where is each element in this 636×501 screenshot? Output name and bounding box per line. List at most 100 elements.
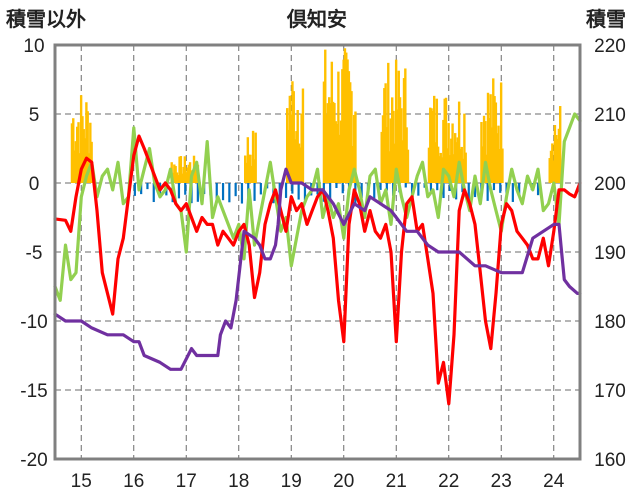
precip-bar-negative bbox=[329, 183, 332, 200]
precip-bar-negative bbox=[467, 183, 470, 203]
precip-bar bbox=[326, 103, 330, 183]
precip-bar bbox=[553, 125, 557, 183]
precip-bar bbox=[325, 114, 328, 183]
series-line-red bbox=[53, 134, 582, 406]
precip-bar bbox=[77, 122, 80, 183]
precip-bar bbox=[430, 108, 433, 183]
tick-labels: 10 5 0 -5 -10 -15 -20 220 210 200 190 180 170 160 15 16… bbox=[20, 36, 626, 492]
precip-bar bbox=[385, 127, 389, 183]
precip-bar-negative bbox=[177, 183, 181, 199]
precip-bar-negative bbox=[240, 183, 244, 204]
precip-bar-negative bbox=[215, 183, 218, 199]
precip-bar bbox=[389, 118, 393, 183]
precip-bar-negative bbox=[291, 183, 294, 194]
x-tick: 16 bbox=[123, 471, 144, 492]
precip-bar bbox=[406, 149, 410, 183]
precip-bar bbox=[405, 127, 408, 183]
precip-bar-negative bbox=[341, 183, 344, 194]
y-tick-left: -5 bbox=[26, 243, 43, 264]
y-tick-right: 180 bbox=[594, 312, 626, 333]
precip-bar bbox=[297, 143, 301, 183]
precip-bar-negative bbox=[228, 183, 231, 203]
precip-bar-negative bbox=[152, 183, 155, 203]
precip-bar bbox=[245, 162, 248, 183]
y-tick-right: 190 bbox=[594, 243, 626, 264]
precip-bar bbox=[556, 138, 559, 183]
precip-bar bbox=[404, 68, 407, 183]
precip-bar-negative bbox=[518, 183, 521, 197]
series-line-purple bbox=[53, 167, 582, 371]
precip-bar-negative bbox=[146, 183, 149, 190]
precip-bar bbox=[296, 109, 299, 183]
y-tick-left: -20 bbox=[20, 450, 47, 471]
precip-bar bbox=[381, 115, 385, 183]
x-tick: 19 bbox=[281, 471, 302, 492]
x-tick: 22 bbox=[438, 471, 459, 492]
precip-bar bbox=[401, 140, 404, 183]
precip-bar bbox=[451, 123, 454, 183]
precip-bar bbox=[435, 98, 439, 183]
precip-bar bbox=[72, 118, 75, 183]
precip-bar bbox=[388, 151, 391, 183]
precip-bar bbox=[291, 81, 294, 183]
precip-bar bbox=[452, 154, 456, 183]
precip-bar bbox=[489, 94, 492, 183]
chart-title: 倶知安 bbox=[286, 7, 347, 31]
precip-bar bbox=[450, 138, 453, 183]
precip-bar bbox=[295, 131, 298, 183]
precip-bar bbox=[498, 149, 502, 183]
precip-bar bbox=[447, 123, 450, 183]
x-tick: 17 bbox=[176, 471, 197, 492]
precip-bar bbox=[393, 143, 397, 183]
precip-bar bbox=[446, 148, 449, 183]
precip-bar bbox=[287, 129, 290, 183]
precip-bar bbox=[431, 111, 435, 183]
x-tick: 20 bbox=[333, 471, 354, 492]
precip-bar-negative bbox=[253, 183, 256, 201]
precip-bar bbox=[492, 78, 495, 183]
precip-bar bbox=[398, 97, 402, 183]
precip-bar bbox=[286, 108, 289, 183]
y-tick-right: 160 bbox=[594, 450, 626, 471]
precip-bar bbox=[464, 152, 467, 183]
precip-bar-negative bbox=[404, 183, 407, 188]
precip-bar bbox=[173, 164, 176, 183]
precip-bar bbox=[194, 166, 197, 183]
y-tick-right: 220 bbox=[594, 36, 626, 57]
precip-bar bbox=[480, 121, 483, 183]
precip-bar bbox=[349, 82, 352, 183]
precip-bar bbox=[394, 59, 398, 183]
precip-bar bbox=[331, 101, 335, 183]
precip-bar bbox=[195, 171, 198, 183]
precip-bar bbox=[391, 97, 394, 183]
precip-bar bbox=[301, 88, 305, 183]
precip-bar bbox=[337, 71, 340, 183]
precip-bar bbox=[244, 155, 247, 183]
precip-bar-negative bbox=[492, 183, 496, 191]
y-tick-right: 210 bbox=[594, 105, 626, 126]
precip-bar bbox=[397, 70, 400, 183]
precip-bar-negative bbox=[297, 183, 300, 200]
precip-bar bbox=[434, 142, 437, 183]
x-tick: 21 bbox=[386, 471, 407, 492]
series-lines bbox=[53, 112, 582, 406]
precip-bar bbox=[335, 124, 339, 183]
precip-bar bbox=[334, 121, 337, 183]
y-tick-right: 170 bbox=[594, 381, 626, 402]
precip-bar bbox=[246, 137, 250, 183]
precip-bar-negative bbox=[429, 183, 433, 194]
y-tick-left: 0 bbox=[29, 174, 40, 195]
x-tick: 15 bbox=[71, 471, 92, 492]
precip-bar bbox=[338, 134, 341, 183]
precip-bar-negative bbox=[448, 183, 451, 191]
precip-bar bbox=[482, 115, 486, 183]
precip-bar bbox=[455, 142, 458, 183]
precip-bar bbox=[490, 127, 494, 183]
precip-bar-negative bbox=[284, 183, 288, 198]
precip-bar bbox=[350, 91, 353, 183]
left-axis-label: 積雪以外 bbox=[6, 7, 86, 31]
precip-bar bbox=[333, 103, 336, 183]
precip-bar bbox=[461, 158, 465, 183]
precip-bar bbox=[342, 59, 345, 183]
precip-bar-negative bbox=[140, 183, 143, 195]
